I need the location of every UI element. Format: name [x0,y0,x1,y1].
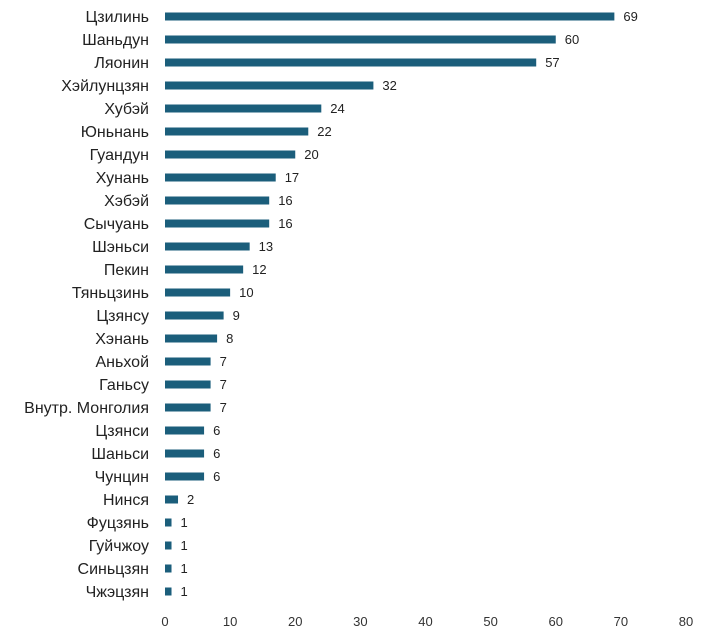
x-tick-label: 30 [353,614,367,629]
x-tick-label: 20 [288,614,302,629]
x-tick-label: 0 [161,614,168,629]
value-label: 24 [330,101,344,116]
x-tick-label: 70 [614,614,628,629]
category-label: Фуцзянь [87,515,149,532]
bar [165,357,211,366]
category-labels: Цзилинь Шаньдун Ляонин Хэйлунцзян Хубэй Юньна… [24,9,149,601]
bar [165,311,224,320]
category-label: Нинся [103,492,149,509]
bar [165,12,615,21]
category-label: Пекин [104,262,149,279]
bar [165,127,309,136]
value-label: 60 [565,32,579,47]
value-label: 1 [181,515,188,530]
bar [165,150,296,159]
value-label: 69 [623,9,637,24]
category-label: Гуйчжоу [89,538,149,555]
bar [165,495,179,504]
bar [165,288,231,297]
bar [165,173,276,182]
value-label: 6 [213,423,220,438]
bar [165,587,172,596]
bar [165,334,218,343]
category-label: Гуандун [90,147,149,164]
category-label: Хэнань [95,331,149,348]
category-label: Чунцин [95,469,149,486]
bar [165,58,537,67]
value-label: 7 [220,400,227,415]
category-label: Ляонин [94,55,149,72]
category-label: Хубэй [104,101,149,118]
category-label: Ганьсу [99,377,149,394]
value-label: 6 [213,469,220,484]
bar [165,35,556,44]
category-label: Внутр. Монголия [24,400,149,417]
x-tick-label: 50 [483,614,497,629]
category-label: Тяньцзинь [72,285,149,302]
bar [165,403,211,412]
bar [165,541,172,550]
x-axis-ticks: 0 10 20 30 40 50 60 70 80 [161,614,693,629]
value-label: 6 [213,446,220,461]
category-label: Хунань [96,170,149,187]
value-label: 13 [259,239,273,254]
category-label: Чжэцзян [86,584,149,601]
bar [165,449,205,458]
value-label: 7 [220,377,227,392]
category-label: Шаньси [91,446,149,463]
x-tick-label: 80 [679,614,693,629]
bar [165,196,270,205]
value-label: 10 [239,285,253,300]
category-label: Синьцзян [78,561,149,578]
bar [165,219,270,228]
category-label: Цзянси [95,423,149,440]
value-label: 9 [233,308,240,323]
bar [165,518,172,527]
bar [165,472,205,481]
category-label: Цзилинь [85,9,149,26]
value-label: 32 [382,78,396,93]
value-label: 17 [285,170,299,185]
category-label: Шаньдун [82,32,149,49]
bar [165,564,172,573]
bar [165,265,244,274]
bar [165,242,250,251]
x-tick-label: 10 [223,614,237,629]
value-label: 1 [181,538,188,553]
value-label: 12 [252,262,266,277]
value-label: 7 [220,354,227,369]
value-label: 1 [181,561,188,576]
value-label: 20 [304,147,318,162]
category-label: Шэньси [92,239,149,256]
category-label: Сычуань [84,216,149,233]
category-label: Хэйлунцзян [61,78,149,95]
value-label: 1 [181,584,188,599]
value-label: 16 [278,216,292,231]
x-tick-label: 40 [418,614,432,629]
category-label: Аньхой [96,354,150,371]
x-tick-label: 60 [549,614,563,629]
bar [165,104,322,113]
value-label: 57 [545,55,559,70]
value-label: 22 [317,124,331,139]
bars-layer [165,12,615,596]
bar [165,380,211,389]
category-label: Юньнань [81,124,149,141]
bar [165,426,205,435]
category-label: Хэбэй [104,193,149,210]
category-label: Цзянсу [96,308,149,325]
value-label: 2 [187,492,194,507]
value-label: 16 [278,193,292,208]
bar [165,81,374,90]
value-label: 8 [226,331,233,346]
